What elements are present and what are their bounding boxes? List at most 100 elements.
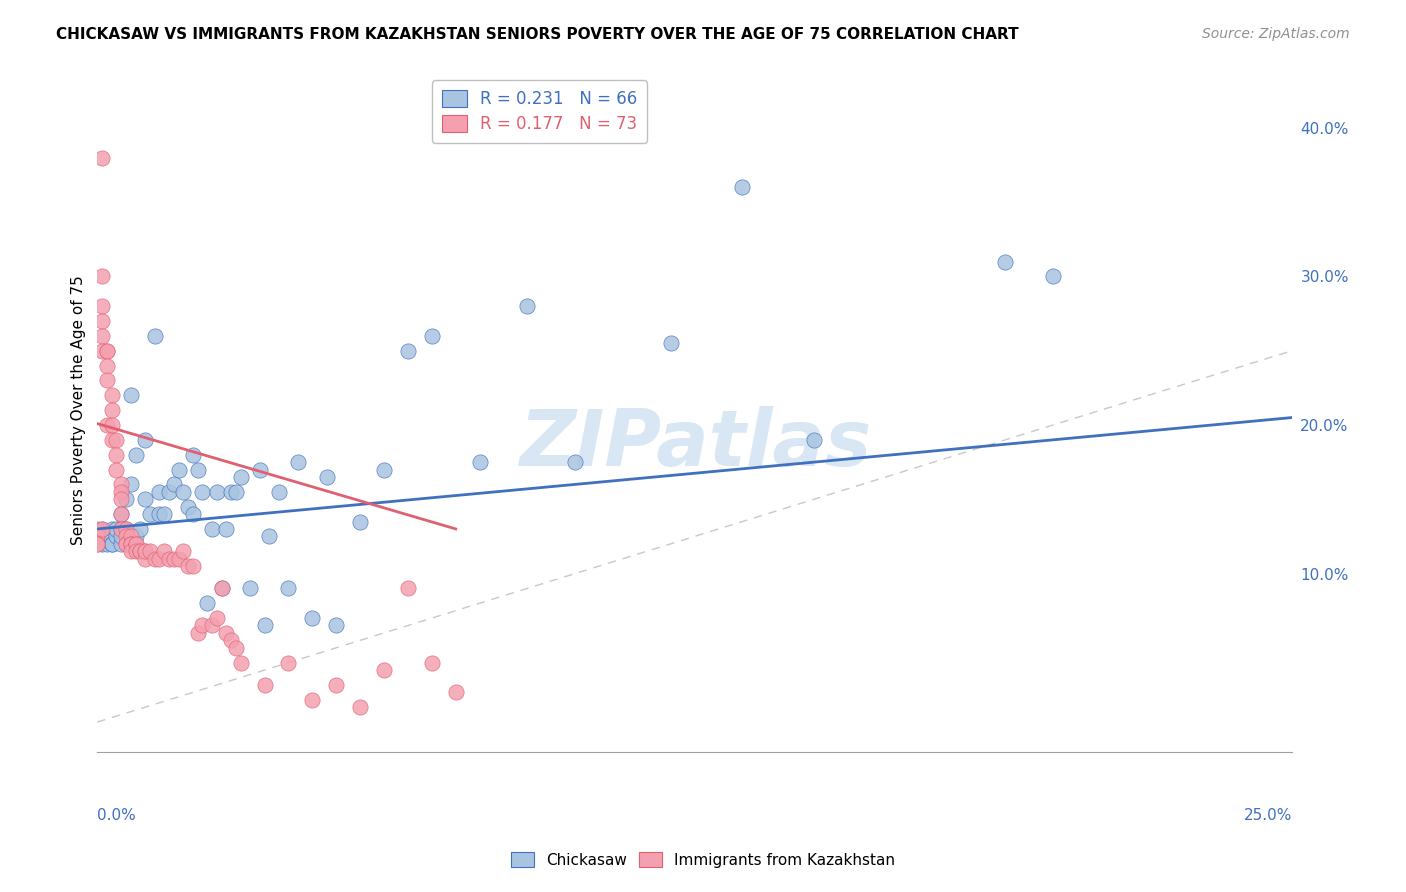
Point bbox=[96, 343, 118, 358]
Point bbox=[277, 656, 299, 670]
Point bbox=[91, 522, 114, 536]
Point bbox=[181, 507, 204, 521]
Point bbox=[110, 484, 132, 499]
Point bbox=[267, 484, 290, 499]
Point bbox=[1042, 269, 1064, 284]
Point bbox=[396, 582, 419, 596]
Point bbox=[129, 544, 152, 558]
Point bbox=[803, 433, 825, 447]
Point bbox=[219, 633, 242, 648]
Point bbox=[373, 462, 395, 476]
Point bbox=[86, 537, 108, 551]
Text: Source: ZipAtlas.com: Source: ZipAtlas.com bbox=[1202, 27, 1350, 41]
Point bbox=[153, 544, 176, 558]
Point bbox=[172, 544, 194, 558]
Point bbox=[225, 484, 247, 499]
Text: ZIPatlas: ZIPatlas bbox=[519, 406, 870, 483]
Point bbox=[91, 343, 114, 358]
Point bbox=[86, 529, 108, 543]
Point bbox=[277, 582, 299, 596]
Point bbox=[420, 656, 443, 670]
Point bbox=[124, 544, 146, 558]
Point bbox=[349, 700, 371, 714]
Point bbox=[100, 433, 122, 447]
Point bbox=[91, 329, 114, 343]
Point bbox=[444, 685, 467, 699]
Point bbox=[96, 343, 118, 358]
Point bbox=[100, 403, 122, 417]
Point bbox=[195, 596, 218, 610]
Point bbox=[115, 537, 138, 551]
Point bbox=[205, 611, 228, 625]
Point bbox=[373, 663, 395, 677]
Point bbox=[143, 551, 166, 566]
Point bbox=[115, 492, 138, 507]
Point bbox=[110, 492, 132, 507]
Point bbox=[349, 515, 371, 529]
Point bbox=[516, 299, 538, 313]
Point bbox=[96, 359, 118, 373]
Point bbox=[120, 477, 142, 491]
Point bbox=[110, 537, 132, 551]
Point bbox=[110, 507, 132, 521]
Point bbox=[163, 477, 186, 491]
Point bbox=[143, 329, 166, 343]
Point bbox=[124, 537, 146, 551]
Point bbox=[110, 507, 132, 521]
Point bbox=[129, 522, 152, 536]
Point bbox=[100, 537, 122, 551]
Point bbox=[124, 529, 146, 543]
Point bbox=[253, 678, 276, 692]
Point bbox=[225, 640, 247, 655]
Point bbox=[229, 656, 252, 670]
Point bbox=[120, 529, 142, 543]
Point bbox=[163, 551, 186, 566]
Point bbox=[191, 484, 214, 499]
Point bbox=[201, 522, 224, 536]
Point bbox=[181, 559, 204, 574]
Point bbox=[124, 448, 146, 462]
Point bbox=[96, 373, 118, 387]
Point bbox=[211, 582, 233, 596]
Point bbox=[148, 484, 170, 499]
Point bbox=[215, 626, 238, 640]
Point bbox=[191, 618, 214, 632]
Point bbox=[100, 522, 122, 536]
Point bbox=[110, 477, 132, 491]
Point bbox=[105, 462, 128, 476]
Point bbox=[96, 537, 118, 551]
Point bbox=[259, 529, 281, 543]
Point bbox=[157, 551, 180, 566]
Point bbox=[124, 537, 146, 551]
Point bbox=[253, 618, 276, 632]
Point bbox=[91, 537, 114, 551]
Point bbox=[96, 417, 118, 432]
Point bbox=[325, 678, 347, 692]
Point bbox=[315, 470, 337, 484]
Point bbox=[91, 269, 114, 284]
Point bbox=[139, 544, 162, 558]
Point bbox=[115, 529, 138, 543]
Point bbox=[110, 522, 132, 536]
Point bbox=[249, 462, 271, 476]
Point bbox=[201, 618, 224, 632]
Point bbox=[167, 462, 190, 476]
Point bbox=[134, 544, 156, 558]
Point bbox=[468, 455, 491, 469]
Point bbox=[91, 522, 114, 536]
Point bbox=[325, 618, 347, 632]
Text: 0.0%: 0.0% bbox=[97, 808, 136, 823]
Point bbox=[134, 492, 156, 507]
Point bbox=[167, 551, 190, 566]
Point bbox=[120, 544, 142, 558]
Point bbox=[211, 582, 233, 596]
Point bbox=[177, 500, 200, 514]
Point bbox=[301, 692, 323, 706]
Point bbox=[110, 529, 132, 543]
Legend: Chickasaw, Immigrants from Kazakhstan: Chickasaw, Immigrants from Kazakhstan bbox=[503, 844, 903, 875]
Point bbox=[120, 388, 142, 402]
Point bbox=[100, 388, 122, 402]
Point bbox=[91, 314, 114, 328]
Point bbox=[115, 522, 138, 536]
Point bbox=[239, 582, 262, 596]
